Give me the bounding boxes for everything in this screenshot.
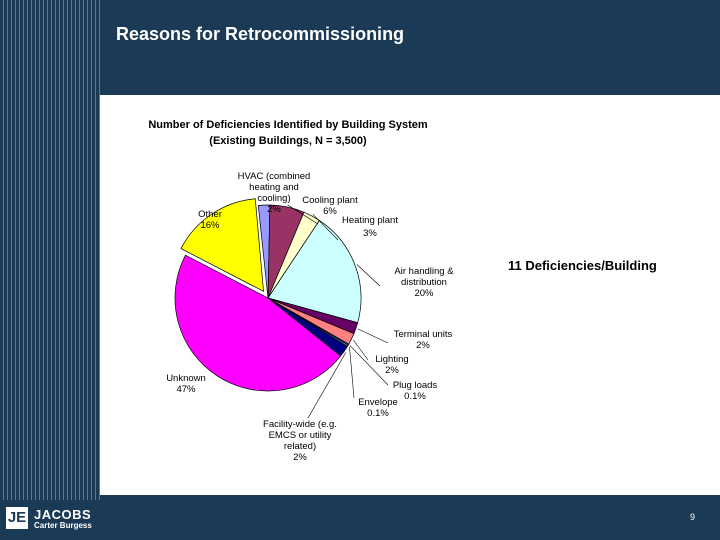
- company-logo: JE JACOBS Carter Burgess: [6, 507, 110, 533]
- leader-line-6: [349, 345, 389, 386]
- decorative-stripes: [0, 0, 100, 500]
- pie-slice-3: [267, 219, 362, 324]
- slice-labels: HVAC (combined heating and cooling) 2%Cooli…: [166, 171, 454, 463]
- slice-label-7: Envelope 0.1%: [358, 397, 398, 419]
- leader-line-4: [357, 328, 389, 344]
- logo-name: JACOBS: [34, 507, 92, 522]
- slice-label-1: Cooling plant 6%: [302, 195, 358, 217]
- pie-slice-10: [180, 198, 264, 292]
- chart-title: Number of Deficiencies Identified by Bui…: [148, 119, 428, 147]
- slice-label-8: Facility-wide (e.g. EMCS or utility relate…: [263, 419, 337, 463]
- leader-line-5: [353, 339, 369, 361]
- leader-line-8: [307, 352, 347, 419]
- page-number: 9: [690, 512, 696, 522]
- leader-lines: [287, 204, 389, 419]
- slide-title: Reasons for Retrocommissioning: [116, 24, 405, 44]
- slice-label-6: Plug loads 0.1%: [393, 380, 438, 402]
- leader-line-3: [356, 264, 381, 287]
- leader-line-1: [287, 204, 319, 225]
- slice-label-9: Unknown 47%: [166, 373, 206, 395]
- deficiencies-note: 11 Deficiencies/Building: [508, 258, 657, 273]
- leader-line-7: [349, 346, 355, 399]
- pie-slices: [174, 198, 362, 392]
- slice-label-4: Terminal units 2%: [394, 329, 453, 351]
- leader-line-2: [312, 214, 339, 241]
- slice-label-3: Air handling & distribution 20%: [394, 266, 454, 299]
- chart-title-line-0: Number of Deficiencies Identified by Bui…: [148, 119, 428, 131]
- logo-subtitle: Carter Burgess: [34, 521, 92, 530]
- logo-mark: JE: [6, 507, 28, 529]
- chart-title-line-1: (Existing Buildings, N = 3,500): [209, 135, 367, 147]
- slice-label-2: Heating plant 3%: [342, 215, 398, 239]
- slice-label-5: Lighting 2%: [375, 354, 408, 376]
- slice-label-0: HVAC (combined heating and cooling) 2%: [238, 171, 311, 215]
- pie-slice-9: [174, 254, 342, 392]
- slice-label-10: Other 16%: [198, 209, 222, 231]
